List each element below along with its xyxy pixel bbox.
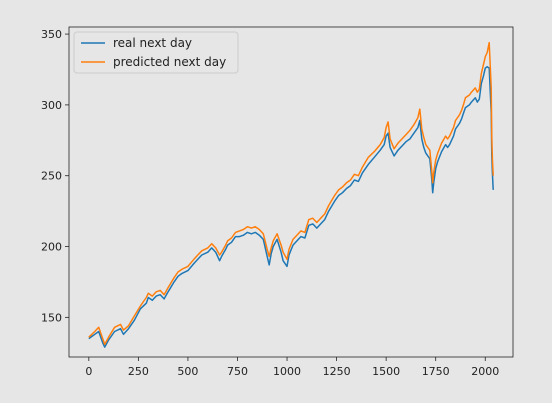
legend-label-real-next-day: real next day [113, 36, 192, 50]
y-tick-label-200: 200 [41, 241, 62, 254]
x-tick-label-2000: 2000 [471, 365, 499, 378]
x-tick-label-0: 0 [85, 365, 92, 378]
axes-layer: 0 250 500 750 1000 1250 1500 1750 2000 150 200 250 3… [41, 26, 514, 378]
y-tick-label-250: 250 [41, 170, 62, 183]
x-tick-label-1250: 1250 [323, 365, 351, 378]
plot-area [69, 27, 513, 357]
legend-label-predicted-next-day: predicted next day [113, 55, 226, 69]
x-tick-label-500: 500 [177, 365, 198, 378]
x-tick-label-1000: 1000 [273, 365, 301, 378]
x-tick-label-1750: 1750 [422, 365, 450, 378]
series-line-predicted-next-day [88, 41, 494, 346]
y-tick-label-150: 150 [41, 311, 62, 324]
x-tick-label-1500: 1500 [372, 365, 400, 378]
x-tick-label-250: 250 [128, 365, 149, 378]
axes-frame [68, 26, 514, 358]
y-tick-label-350: 350 [41, 28, 62, 41]
x-tick-label-750: 750 [227, 365, 248, 378]
y-tick-label-300: 300 [41, 99, 62, 112]
series-line-real-next-day [88, 65, 494, 348]
series-layer [88, 41, 494, 348]
legend: real next day predicted next day [73, 31, 239, 74]
legend-box [73, 31, 239, 74]
